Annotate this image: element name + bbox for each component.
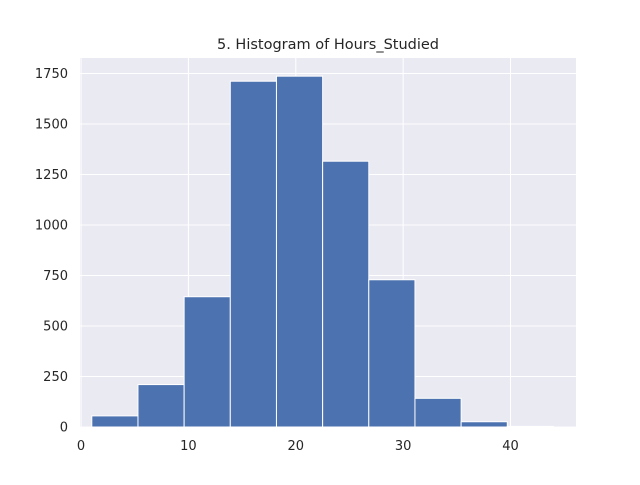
- histogram-bar: [183, 296, 231, 428]
- histogram-bar: [91, 415, 139, 428]
- y-tick-label: 1500: [35, 118, 68, 133]
- y-tick-label: 0: [60, 421, 68, 436]
- y-tick-label: 250: [43, 370, 68, 385]
- chart-title: 5. Histogram of Hours_Studied: [217, 37, 439, 53]
- axis-tick-labels: 0 10 20 30 40 0 250 500 750 1000 1250 1500 1750: [35, 67, 519, 454]
- histogram-bars: [91, 75, 554, 428]
- y-tick-label: 750: [43, 269, 68, 284]
- histogram-bar: [506, 425, 554, 428]
- x-tick-label: 0: [77, 439, 85, 454]
- histogram-bar: [460, 421, 508, 428]
- histogram-bar: [275, 75, 324, 428]
- histogram-bar: [368, 279, 416, 428]
- x-tick-label: 20: [288, 439, 305, 454]
- histogram-bar: [414, 397, 462, 428]
- y-tick-label: 1750: [35, 67, 68, 82]
- x-tick-label: 10: [180, 439, 197, 454]
- histogram-bar: [322, 160, 370, 428]
- x-tick-label: 40: [502, 439, 519, 454]
- y-tick-label: 1000: [35, 219, 68, 234]
- x-tick-label: 30: [395, 439, 412, 454]
- histogram-bar: [137, 384, 185, 428]
- y-tick-label: 500: [43, 320, 68, 335]
- y-tick-label: 1250: [35, 168, 68, 183]
- histogram-bar: [229, 80, 277, 428]
